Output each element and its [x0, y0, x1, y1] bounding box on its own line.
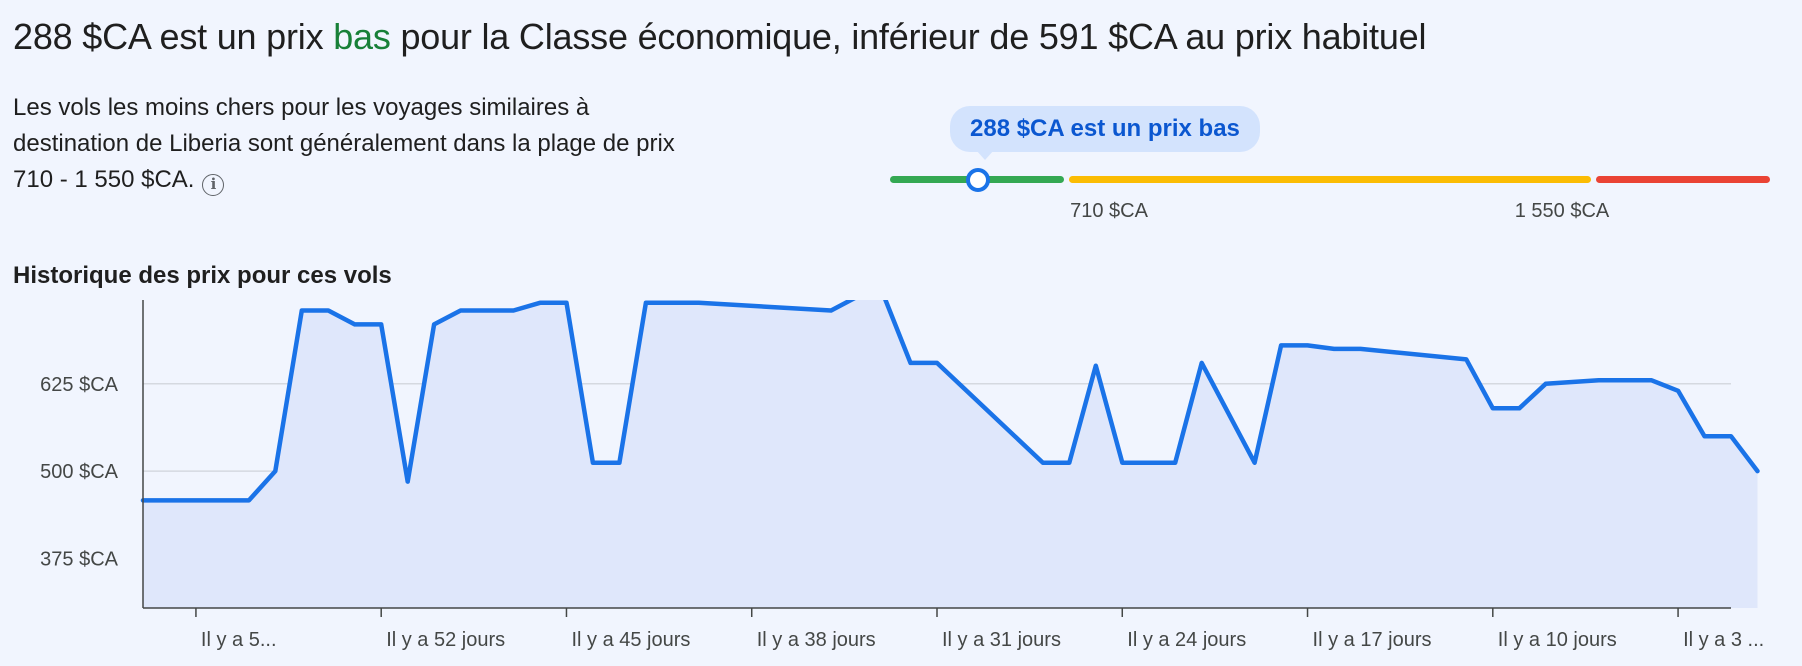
- y-tick-label: 625 $CA: [40, 374, 118, 396]
- typical-price-segment: [1069, 176, 1591, 183]
- description-text: Les vols les moins chers pour les voyage…: [13, 94, 675, 193]
- low-threshold-label: 710 $CA: [1070, 200, 1148, 222]
- x-tick-label: Il y a 24 jours: [1127, 629, 1246, 651]
- price-bubble: 288 $CA est un prix bas: [950, 106, 1260, 152]
- high-threshold-label: 1 550 $CA: [1514, 200, 1610, 222]
- price-series-line: [140, 300, 1760, 503]
- price-headline: 288 $CA est un prix bas pour la Classe é…: [13, 16, 1427, 58]
- low-price-word: bas: [333, 16, 391, 57]
- price-history-svg: 375 $CA 500 $CA 625 $CA Il y a 5... Il y a 5…: [40, 300, 1764, 651]
- x-tick-label: Il y a 5...: [201, 629, 277, 651]
- x-tick-label: Il y a 3 ...: [1683, 629, 1764, 651]
- x-tick-label: Il y a 31 jours: [942, 629, 1061, 651]
- x-tick-label: Il y a 10 jours: [1498, 629, 1617, 651]
- chart-title: Historique des prix pour ces vols: [13, 262, 392, 289]
- x-tick-label: Il y a 45 jours: [571, 629, 690, 651]
- x-tick-label: Il y a 52 jours: [386, 629, 505, 651]
- price-bubble-tail: [976, 150, 994, 160]
- x-tick-label: Il y a 17 jours: [1313, 629, 1432, 651]
- x-tick-label: Il y a 38 jours: [757, 629, 876, 651]
- price-area-fill: [143, 300, 1758, 608]
- current-price-marker: [966, 168, 990, 192]
- y-tick-label: 500 $CA: [40, 461, 118, 483]
- info-icon[interactable]: i: [202, 174, 225, 196]
- price-history-chart: 375 $CA 500 $CA 625 $CA Il y a 5... Il y a 5…: [0, 300, 1802, 666]
- headline-part2: pour la Classe économique, inférieur de …: [390, 16, 1427, 57]
- y-tick-label: 375 $CA: [40, 548, 118, 570]
- headline-part1: 288 $CA est un prix: [13, 16, 334, 57]
- price-range-description: Les vols les moins chers pour les voyage…: [13, 90, 693, 198]
- price-range-indicator: 288 $CA est un prix bas 710 $CA 1 550 $C…: [890, 100, 1770, 230]
- high-price-segment: [1596, 176, 1770, 183]
